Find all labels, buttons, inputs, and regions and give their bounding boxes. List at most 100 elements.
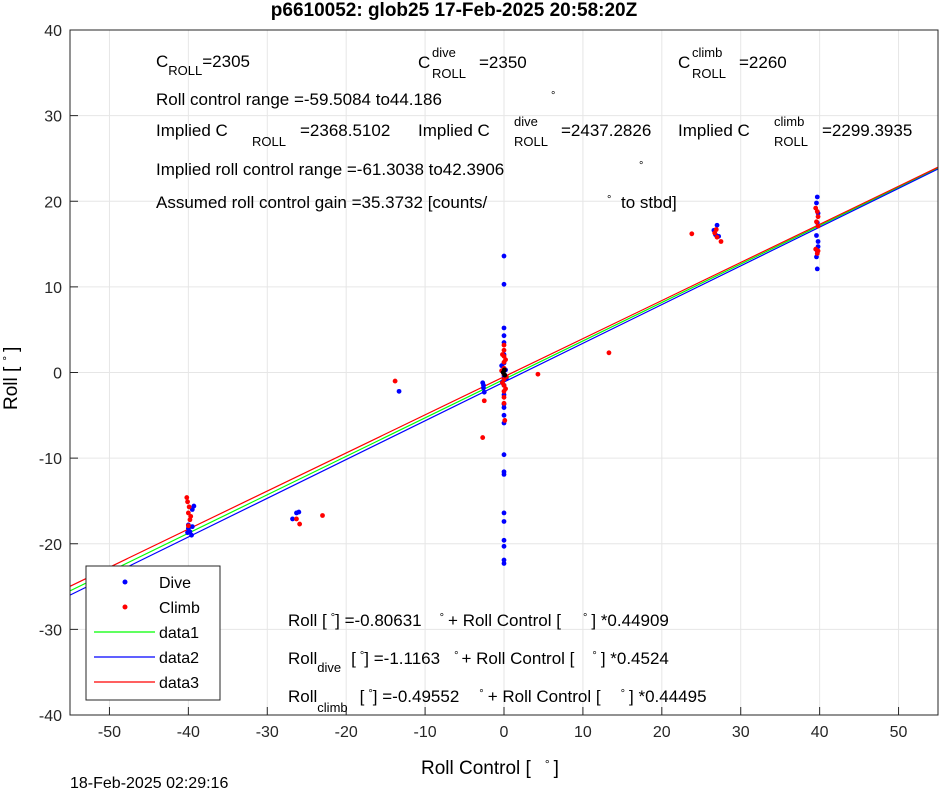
x-tick-label: 30 <box>732 724 750 741</box>
point-dive <box>814 200 819 206</box>
point-dive <box>501 412 507 418</box>
point-dive <box>296 509 302 515</box>
point-dive <box>501 510 507 516</box>
x-tick-label: 20 <box>653 724 671 741</box>
point-dive <box>714 222 720 228</box>
implied-dive-value: =2437.2826 <box>561 121 651 140</box>
c-dive-annotation: C <box>418 53 430 72</box>
point-climb <box>535 371 541 377</box>
point-dive <box>189 532 194 538</box>
legend-data3-label: data3 <box>159 675 199 692</box>
point-climb <box>815 223 821 229</box>
c-dive-value: =2350 <box>479 53 527 72</box>
point-climb <box>501 400 507 406</box>
point-dive <box>814 233 819 238</box>
point-climb <box>501 394 507 400</box>
y-axis-ticks: -40 -30 -20 -10 0 10 20 30 40 <box>39 23 78 725</box>
point-climb <box>185 523 191 529</box>
c-roll-annotation: CROLL=2305 <box>156 52 250 78</box>
fit-all-equation: Roll [°] =-0.80631 ° + Roll Control [°] *0… <box>288 611 669 630</box>
point-climb <box>188 513 194 519</box>
point-marker <box>502 372 508 378</box>
point-climb <box>503 386 508 392</box>
implied-dive-sub: ROLL <box>514 134 548 149</box>
legend-box <box>85 565 221 701</box>
point-climb <box>480 435 486 440</box>
point-climb <box>718 239 724 244</box>
point-climb <box>500 352 505 357</box>
x-tick-label: -30 <box>256 724 279 741</box>
y-tick-label: 40 <box>44 23 62 40</box>
point-dive <box>814 266 820 272</box>
y-tick-label: 20 <box>44 194 62 211</box>
c-dive-sub: ROLL <box>432 66 466 81</box>
y-tick-label: -40 <box>39 708 62 725</box>
point-climb <box>714 234 720 240</box>
point-climb <box>185 510 191 516</box>
gain-annotation: Assumed roll control gain =35.3732 [coun… <box>156 193 488 212</box>
implied-dive-sup: dive <box>514 114 538 129</box>
point-climb <box>814 219 819 225</box>
plot-frame <box>69 29 939 716</box>
point-climb <box>501 342 507 348</box>
point-climb <box>185 499 190 505</box>
x-tick-label: -10 <box>414 724 437 741</box>
implied-roll-label: Implied C <box>156 121 228 140</box>
y-tick-label: -10 <box>39 451 62 468</box>
point-climb <box>713 227 719 232</box>
point-climb <box>294 516 299 522</box>
implied-range-degree: ° <box>639 160 643 172</box>
legend-data2-label: data2 <box>159 650 199 667</box>
c-climb-sub: ROLL <box>692 66 726 81</box>
point-climb <box>689 231 695 237</box>
data-points <box>184 194 821 566</box>
implied-climb-sup: climb <box>774 114 804 129</box>
c-climb-sup: climb <box>692 45 722 60</box>
fit-climb-equation: Rollclimb[°] =-0.49552 ° + Roll Control [°… <box>288 687 707 715</box>
legend: Dive Climb data1 data2 data3 <box>85 565 221 701</box>
point-dive <box>815 239 821 244</box>
point-dive <box>501 519 507 524</box>
point-climb <box>503 357 508 363</box>
y-axis-label: Roll [°] <box>0 347 22 410</box>
implied-climb-sub: ROLL <box>774 134 808 149</box>
point-climb <box>815 248 821 254</box>
point-dive <box>501 452 507 458</box>
point-dive <box>501 561 507 566</box>
point-dive <box>185 530 190 536</box>
point-dive <box>481 389 487 395</box>
legend-climb-marker <box>122 604 128 610</box>
implied-dive-label: Implied C <box>418 121 490 140</box>
x-tick-label: -50 <box>98 724 121 741</box>
point-climb <box>392 378 398 384</box>
point-dive <box>501 471 507 477</box>
legend-climb-label: Climb <box>159 600 200 617</box>
c-dive-sup: dive <box>432 45 456 60</box>
point-climb <box>320 513 325 518</box>
point-dive <box>189 524 195 530</box>
point-climb <box>297 521 303 527</box>
legend-dive-marker <box>122 579 128 585</box>
x-axis-ticks: -50 -40 -30 -20 -10 0 10 20 30 40 50 <box>98 707 908 741</box>
point-dive <box>290 516 295 522</box>
implied-roll-sub: ROLL <box>252 134 286 149</box>
implied-climb-label: Implied C <box>678 121 750 140</box>
point-dive <box>396 388 402 394</box>
point-dive <box>501 325 507 331</box>
x-axis-label: Roll Control [°] <box>421 757 559 779</box>
x-tick-label: 50 <box>890 724 908 741</box>
implied-roll-value: =2368.5102 <box>300 121 390 140</box>
point-climb <box>186 504 192 510</box>
point-dive <box>501 281 507 287</box>
gain-suffix: to stbd] <box>621 193 677 212</box>
implied-range-annotation: Implied roll control range =-61.3038 to4… <box>156 160 504 179</box>
point-dive <box>501 543 507 549</box>
chart-title: p6610052: glob25 17-Feb-2025 20:58:20Z <box>271 0 638 21</box>
point-marker <box>501 367 507 373</box>
x-tick-label: 0 <box>500 724 509 741</box>
roll-range-annotation: Roll control range =-59.5084 to44.186 <box>156 90 442 109</box>
legend-data1-label: data1 <box>159 625 199 642</box>
point-climb <box>481 398 487 404</box>
point-climb <box>184 495 190 500</box>
